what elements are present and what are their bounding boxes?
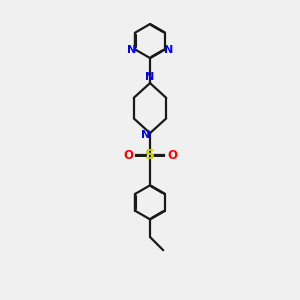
Text: N: N bbox=[127, 45, 136, 55]
Text: N: N bbox=[146, 72, 154, 82]
Text: S: S bbox=[145, 148, 155, 162]
Text: O: O bbox=[167, 149, 177, 162]
Text: O: O bbox=[123, 149, 133, 162]
Text: N: N bbox=[164, 45, 173, 55]
Text: N: N bbox=[141, 130, 150, 140]
